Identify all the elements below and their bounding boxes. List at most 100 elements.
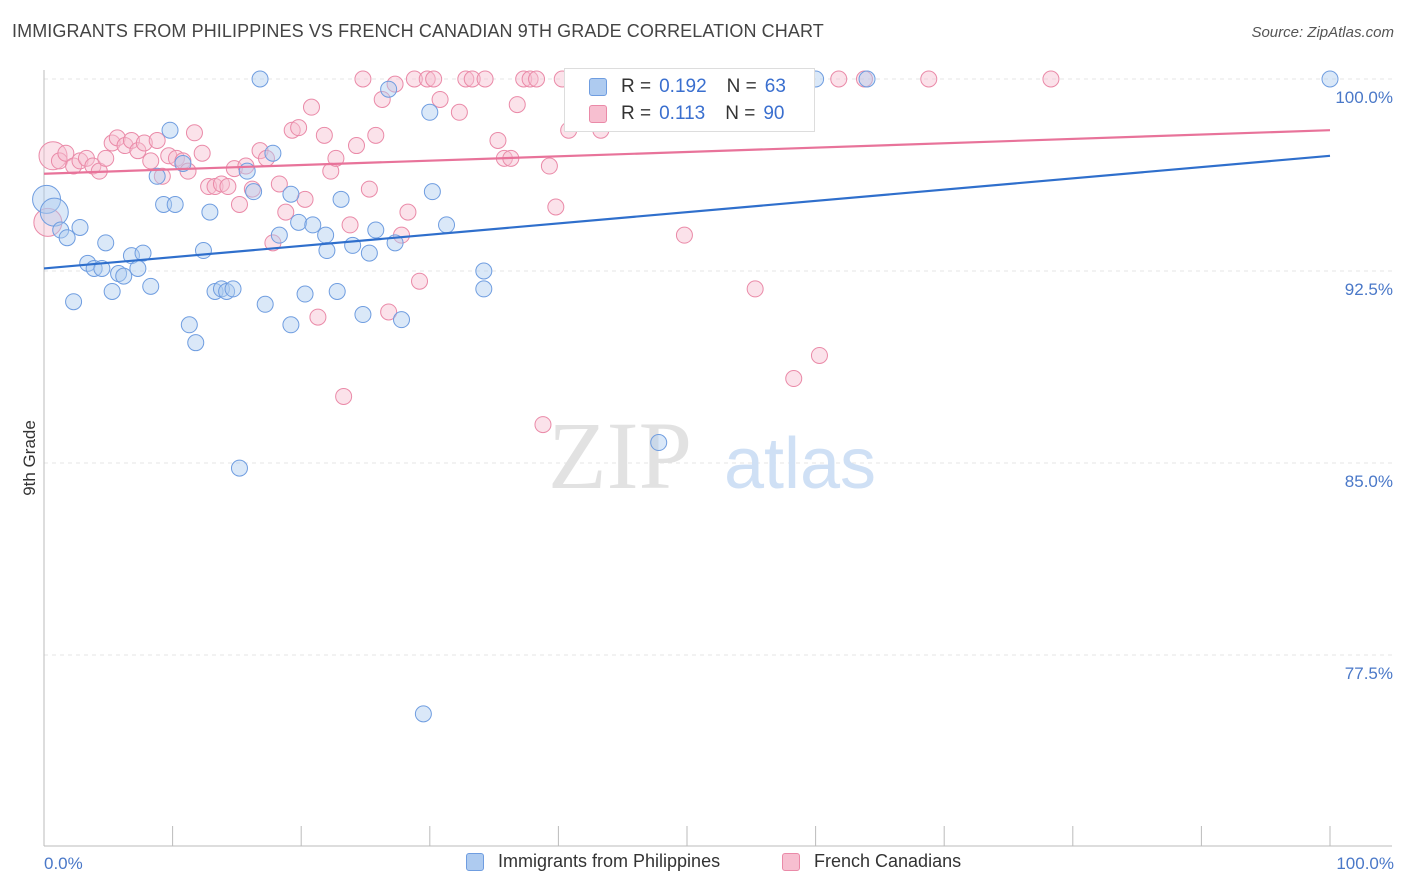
scatter-point [450,103,468,121]
scatter-point [328,282,346,300]
legend-swatch-pink [589,105,607,123]
scatter-point [414,705,432,723]
scatter-point [224,280,242,298]
scatter-point [327,149,345,167]
trend-line-philippines [43,154,1331,270]
scatter-point [270,175,288,193]
y-tick-label: 92.5% [1345,280,1393,299]
scatter-point [129,259,147,277]
legend-n-value: 63 [764,76,786,97]
scatter-point [431,90,449,108]
legend-item-philippines: Immigrants from Philippines [466,851,720,872]
scatter-point [858,70,876,88]
scatter-point [830,70,848,88]
scatter-point [200,178,218,196]
scatter-point [367,126,385,144]
scatter-point [166,195,184,213]
trend-lines [43,129,1331,270]
scatter-point [302,98,320,116]
scatter-point [122,131,140,149]
scatter-point [746,280,764,298]
x-axis-ticks [43,826,1331,846]
scatter-point [341,216,359,234]
chart-title: IMMIGRANTS FROM PHILIPPINES VS FRENCH CA… [12,21,824,41]
scatter-point [270,226,288,244]
scatter-point [534,416,552,434]
zipatlas-watermark: ZIP atlas [548,402,876,509]
scatter-point [475,280,493,298]
legend-swatch-blue [589,78,607,96]
legend-r-value: 0.192 [659,76,707,97]
stats-legend: R = 0.192 N = 63 R = 0.113 N = 90 [564,68,815,132]
legend-n-value: 90 [763,103,785,124]
scatter-point [251,70,269,88]
scatter-point [438,216,456,234]
scatter-point [475,262,493,280]
scatter-point [309,308,327,326]
scatter-point [230,195,248,213]
scatter-point [135,134,153,152]
legend-label-french-canadians: French Canadians [814,851,962,871]
scatter-point [142,152,160,170]
scatter-point [423,183,441,201]
scatter-point [360,244,378,262]
scatter-point [110,265,128,283]
scatter-point [65,293,83,311]
scatter-point [103,134,121,152]
legend-swatch-pink [782,852,800,871]
scatter-point [296,190,314,208]
scatter-point [245,183,263,201]
scatter-point [810,346,828,364]
scatter-point [354,70,372,88]
scatter-point [290,213,308,231]
scatter-point [476,70,494,88]
y-tick-label: 85.0% [1345,472,1393,491]
scatter-point [277,203,295,221]
scatter-point [675,226,693,244]
scatter-point [58,229,76,247]
scatter-point [650,434,668,452]
scatter-point [230,459,248,477]
legend-r-value: 0.113 [659,103,706,124]
y-axis-title: 9th Grade [20,420,39,496]
series-immigrants-from-philippines [32,70,1339,723]
scatter-point [421,103,439,121]
legend-item-french-canadians: French Canadians [782,851,961,872]
scatter-point [187,334,205,352]
scatter-point [153,167,171,185]
scatter-point [212,280,230,298]
scatter-point [1321,70,1339,88]
scatter-point [380,80,398,98]
scatter-point [142,277,160,295]
scatter-point [97,234,115,252]
scatter-point [508,96,526,114]
y-tick-label: 100.0% [1335,88,1393,107]
scatter-point [57,144,75,162]
scatter-point [103,282,121,300]
legend-row-french-canadians: R = 0.113 N = 90 [589,101,785,127]
scatter-point [785,370,803,388]
scatter-point [148,131,166,149]
scatter-point [344,236,362,254]
scatter-point [463,70,481,88]
scatter-point [399,203,417,221]
scatter-point [405,70,423,88]
scatter-point [1042,70,1060,88]
scatter-point [315,126,333,144]
scatter-point [134,244,152,262]
scatter-point [201,203,219,221]
scatter-point [360,180,378,198]
scatter-point [354,306,372,324]
scatter-point [920,70,938,88]
x-tick-label-min: 0.0% [44,854,83,873]
scatter-point [282,316,300,334]
legend-r-label: R = [621,76,652,97]
x-tick-label-max: 100.0% [1336,854,1394,873]
legend-row-philippines: R = 0.192 N = 63 [589,74,786,100]
scatter-point [457,70,475,88]
scatter-point [528,70,546,88]
legend-swatch-blue [466,852,484,871]
scatter-point [264,144,282,162]
scatter-point [174,154,192,172]
